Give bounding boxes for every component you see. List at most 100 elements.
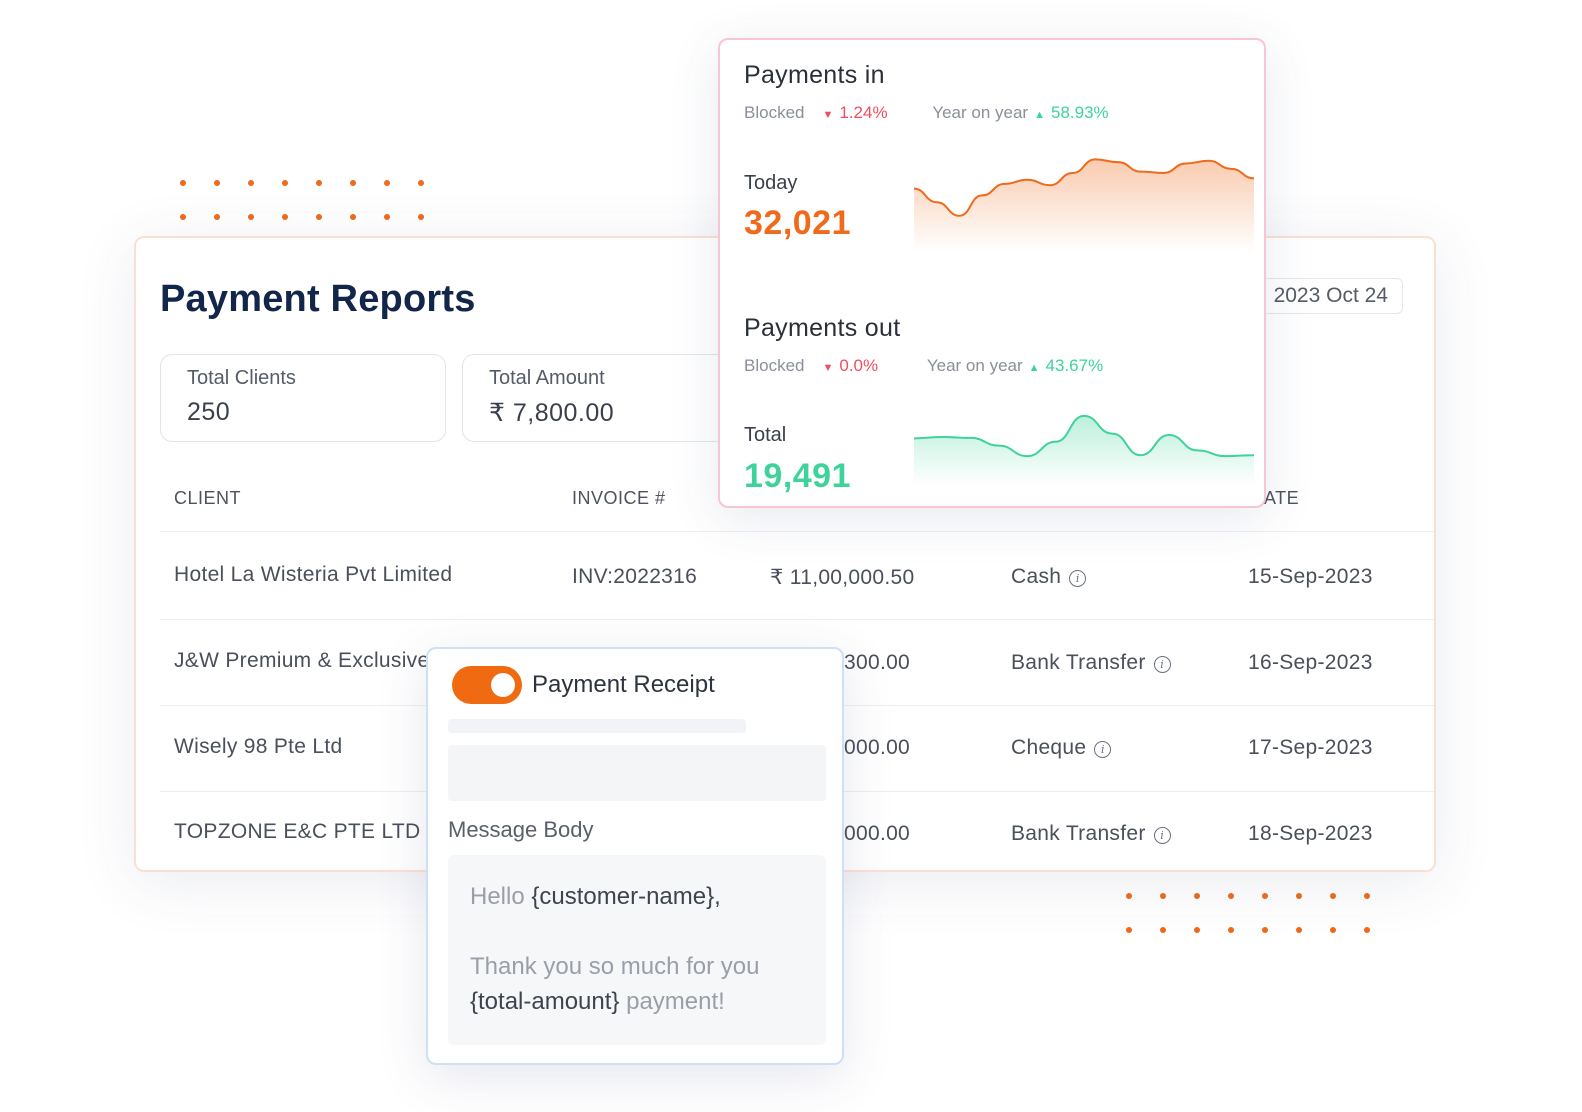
payments-out-title: Payments out (744, 314, 901, 342)
client-name: TOPZONE E&C PTE LTD (174, 820, 421, 843)
decorative-dot (1296, 927, 1302, 933)
greeting-text: Hello (470, 883, 525, 910)
decorative-dot (248, 214, 254, 220)
receipt-title: Payment Receipt (532, 671, 715, 698)
column-header-client[interactable]: CLIENT (174, 488, 242, 508)
decorative-dot (214, 180, 220, 186)
stat-total-amount: Total Amount ₹ 7,800.00 (462, 354, 762, 442)
down-triangle-icon: ▼ (822, 109, 834, 121)
customer-name-variable: {customer-name}, (531, 883, 721, 910)
decorative-dot (1262, 893, 1268, 899)
sparkline-area (914, 159, 1254, 252)
payment-date: 18-Sep-2023 (1248, 822, 1373, 845)
decorative-dot (180, 180, 186, 186)
message-body-field[interactable]: Hello {customer-name}, Thank you so much… (448, 855, 826, 1045)
decorative-dot (282, 214, 288, 220)
decorative-dot (1364, 927, 1370, 933)
column-header-date[interactable]: ATE (1264, 488, 1300, 508)
table-divider (160, 531, 1434, 532)
payment-receipt-card: Payment Receipt Message Body Hello {cust… (426, 647, 844, 1065)
payment-method: Cash i (1011, 565, 1087, 589)
stat-label: Total Clients (187, 367, 296, 389)
blocked-label: Blocked (744, 103, 805, 122)
yoy-label: Year on year (932, 103, 1029, 122)
total-amount-variable: {total-amount} (470, 988, 620, 1015)
payments-out-meta: Blocked ▼ 0.0% Year on year ▲ 43.67% (744, 356, 1103, 376)
decorative-dot (1194, 893, 1200, 899)
payments-in-period: Today (744, 172, 798, 194)
payments-in-chart (914, 158, 1254, 252)
invoice-number: INV:2022316 (572, 565, 698, 588)
amount: 300.00 (844, 651, 911, 674)
payments-summary-card: Payments in Blocked ▼ 1.24% Year on year ▲ 5… (718, 38, 1266, 508)
payments-out-amount: 19,491 (744, 457, 851, 495)
decorative-dot (1194, 927, 1200, 933)
decorative-dot (180, 214, 186, 220)
decorative-dot (384, 180, 390, 186)
payment-method-label: Cheque (1011, 736, 1087, 759)
decorative-dot (350, 180, 356, 186)
message-body-label: Message Body (448, 817, 594, 842)
yoy-value: 43.67% (1045, 356, 1104, 375)
stat-value: ₹ 7,800.00 (489, 399, 615, 427)
info-icon[interactable]: i (1153, 656, 1171, 673)
placeholder-line (448, 719, 746, 733)
client-name: Hotel La Wisteria Pvt Limited (174, 563, 453, 586)
info-icon[interactable]: i (1094, 741, 1112, 758)
payments-in-meta: Blocked ▼ 1.24% Year on year ▲ 58.93% (744, 103, 1109, 123)
sparkline-line (914, 158, 1254, 217)
payments-out-chart (914, 414, 1254, 486)
amount: 000.00 (844, 736, 911, 759)
decorative-dot (1126, 893, 1132, 899)
payment-method-label: Bank Transfer (1011, 651, 1146, 674)
decorative-dot (214, 214, 220, 220)
info-icon[interactable]: i (1153, 827, 1171, 844)
yoy-value: 58.93% (1050, 103, 1109, 122)
decorative-dot (1296, 893, 1302, 899)
payments-in-title: Payments in (744, 61, 885, 89)
blocked-label: Blocked (744, 356, 805, 375)
info-icon[interactable]: i (1069, 570, 1087, 587)
payment-method: Cheque i (1011, 736, 1112, 760)
decorative-dot (1262, 927, 1268, 933)
decorative-dot (418, 214, 424, 220)
stat-label: Total Amount (489, 367, 605, 389)
down-triangle-icon: ▼ (822, 362, 834, 374)
toggle-knob (491, 673, 515, 697)
yoy-label: Year on year (926, 356, 1023, 375)
decorative-dot (316, 214, 322, 220)
date-filter[interactable]: 2023 Oct 24 (1246, 278, 1403, 314)
blocked-value: 1.24% (839, 103, 888, 122)
sparkline-line (914, 414, 1254, 458)
page-title: Payment Reports (160, 278, 476, 320)
blocked-value: 0.0% (839, 356, 879, 375)
payment-method-label: Bank Transfer (1011, 822, 1146, 845)
decorative-dot (1330, 927, 1336, 933)
subject-field[interactable] (448, 745, 826, 801)
up-triangle-icon: ▲ (1028, 362, 1040, 374)
stat-value: 250 (187, 398, 231, 426)
receipt-toggle[interactable] (452, 666, 522, 704)
decorative-dot (418, 180, 424, 186)
table-divider (160, 619, 1434, 620)
payment-date: 17-Sep-2023 (1248, 736, 1373, 759)
decorative-dot (384, 214, 390, 220)
amount: 000.00 (844, 822, 911, 845)
decorative-dot (248, 180, 254, 186)
decorative-dot (1364, 893, 1370, 899)
decorative-dot (316, 180, 322, 186)
stat-total-clients: Total Clients 250 (160, 354, 446, 442)
up-triangle-icon: ▲ (1034, 109, 1045, 121)
column-header-invoice[interactable]: INVOICE # (572, 488, 666, 508)
decorative-dots-top (180, 180, 452, 220)
payments-out-period: Total (744, 424, 787, 446)
decorative-dot (1228, 927, 1234, 933)
payments-in-amount: 32,021 (744, 204, 851, 242)
decorative-dot (350, 214, 356, 220)
payment-date: 15-Sep-2023 (1248, 565, 1373, 588)
amount: ₹ 11,00,000.50 (770, 566, 915, 589)
client-name: J&W Premium & Exclusive (174, 649, 430, 672)
payment-text: payment! (626, 988, 725, 1015)
payment-method: Bank Transfer i (1011, 651, 1171, 675)
decorative-dot (282, 180, 288, 186)
